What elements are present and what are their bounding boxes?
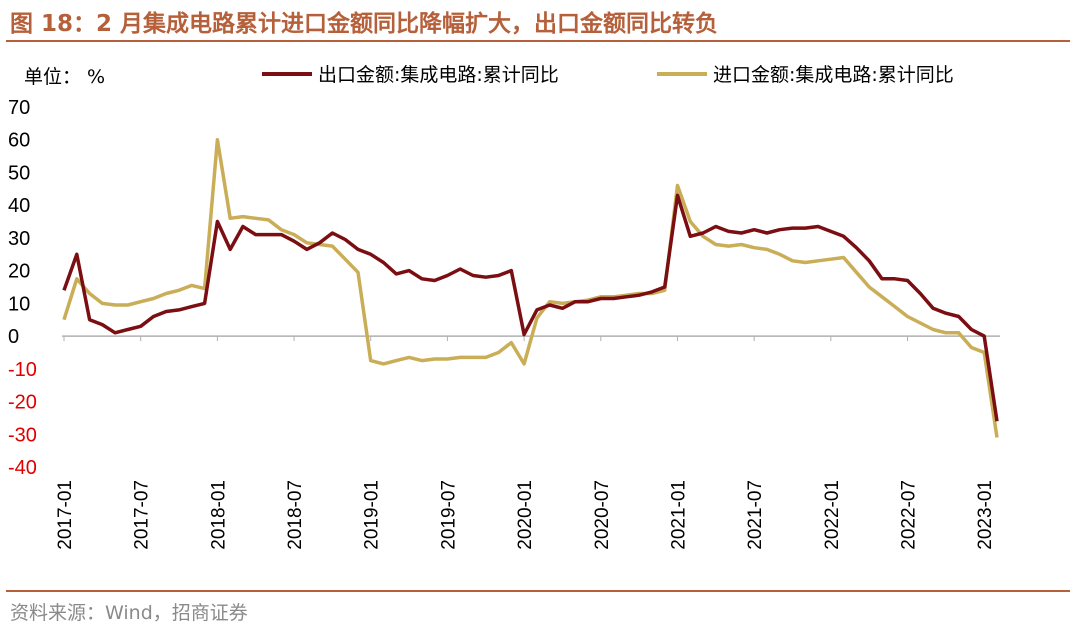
- y-axis-ticks: 70 60 50 40 30 20 10 0 -10 -20 -30 -40: [8, 97, 37, 479]
- y-tick-label: 0: [8, 326, 19, 348]
- y-tick-label: 50: [8, 162, 30, 184]
- x-tick-label: 2021-01: [668, 480, 689, 550]
- x-tick-label: 2022-01: [822, 480, 843, 550]
- series-group: [62, 137, 999, 438]
- x-tick-label: 2017-01: [55, 480, 76, 550]
- figure-title: 图 18：2 月集成电路累计进口金额同比降幅扩大，出口金额同比转负: [10, 11, 719, 37]
- title-divider: [6, 40, 1070, 42]
- y-tick-label: 70: [8, 97, 30, 119]
- legend: 出口金额:集成电路:累计同比 进口金额:集成电路:累计同比: [262, 64, 954, 86]
- legend-label-import: 进口金额:集成电路:累计同比: [713, 64, 954, 86]
- series-line-export: [62, 193, 999, 422]
- y-tick-label: 40: [8, 195, 30, 217]
- x-tick-label: 2022-07: [899, 480, 920, 550]
- x-tick-label: 2018-01: [208, 480, 229, 550]
- x-tick-label: 2021-07: [745, 480, 766, 550]
- y-tick-label: -10: [8, 359, 37, 381]
- unit-label: 单位： %: [24, 66, 106, 88]
- x-tick-label: 2018-07: [285, 480, 306, 550]
- source-note: 资料来源：Wind，招商证券: [10, 602, 248, 624]
- series-line-import: [62, 137, 999, 438]
- x-tick-label: 2023-01: [975, 480, 996, 550]
- footer-divider: [6, 590, 1070, 592]
- x-tick-label: 2017-07: [132, 480, 153, 550]
- y-tick-label: -20: [8, 392, 37, 414]
- x-tick-label: 2019-01: [362, 480, 383, 550]
- x-tick-label: 2020-01: [515, 480, 536, 550]
- x-tick-label: 2019-07: [438, 480, 459, 550]
- y-tick-label: 20: [8, 261, 30, 283]
- x-tick-label: 2020-07: [592, 480, 613, 550]
- legend-label-export: 出口金额:集成电路:累计同比: [318, 64, 559, 86]
- y-tick-label: -40: [8, 457, 37, 479]
- y-tick-label: 30: [8, 228, 30, 250]
- y-tick-label: 10: [8, 293, 30, 315]
- x-axis-ticks: 2017-01 2017-07 2018-01 2018-07 2019-01 2019-…: [55, 336, 996, 550]
- y-tick-label: 60: [8, 130, 30, 152]
- y-tick-label: -30: [8, 424, 37, 446]
- line-chart: 出口金额:集成电路:累计同比 进口金额:集成电路:累计同比 70 60 50 40 30…: [8, 64, 1000, 550]
